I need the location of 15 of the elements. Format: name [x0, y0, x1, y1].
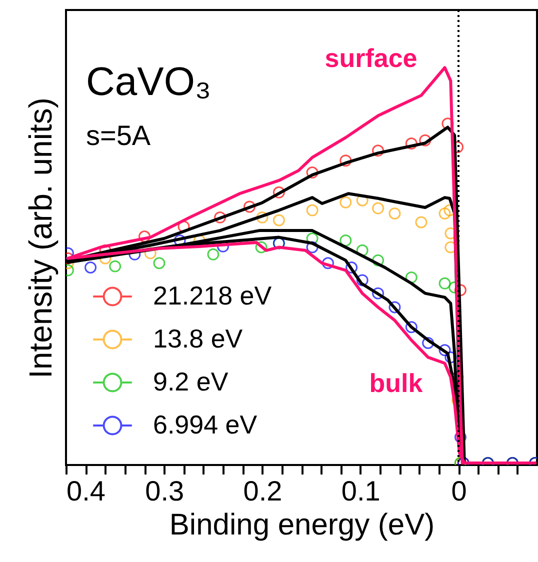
- legend-label: 6.994 eV: [153, 410, 258, 440]
- annotation: bulk: [369, 368, 424, 398]
- legend-label: 21.218 eV: [153, 280, 272, 310]
- legend-label: 13.8 eV: [153, 324, 244, 354]
- x-tick-label: 0.4: [66, 476, 106, 506]
- x-tick-label: 0.3: [145, 476, 184, 506]
- annotation: surface: [324, 43, 418, 73]
- annotation: s=5A: [86, 120, 151, 151]
- x-tick-label: 0.2: [243, 476, 282, 506]
- annotation: CaVO₃: [86, 60, 212, 104]
- x-axis-title: Binding energy (eV): [169, 508, 435, 542]
- x-tick-label: 0: [451, 476, 467, 506]
- x-tick-label: 0.1: [341, 476, 380, 506]
- legend-label: 9.2 eV: [153, 366, 229, 396]
- y-axis-title: Intensity (arb. units): [22, 98, 58, 378]
